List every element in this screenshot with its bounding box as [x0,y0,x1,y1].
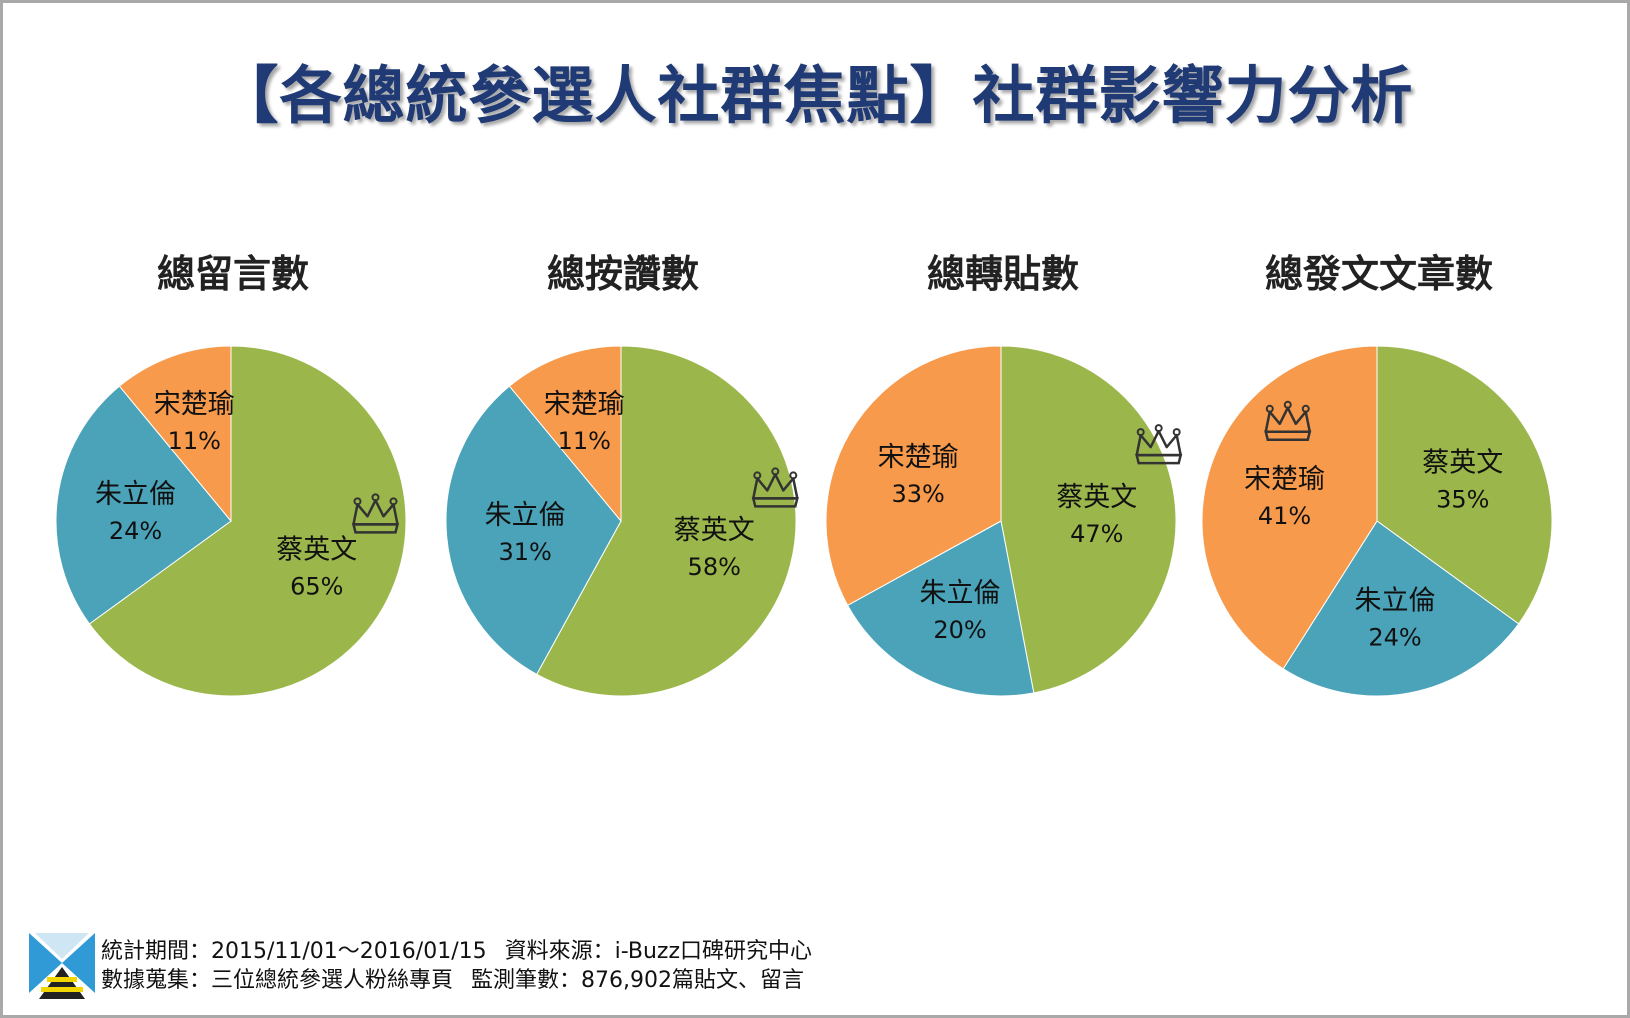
chart-title: 總留言數 [156,252,309,296]
slice-name-label: 朱立倫 [1355,586,1436,617]
pie-slice-soong [1201,345,1378,670]
slice-percent-label: 47% [1070,520,1123,548]
slice-percent-label: 11% [168,427,221,455]
pie-slice-soong [118,345,232,523]
footer-collection: 數據蒐集：三位總統參選人粉絲專頁 [101,968,454,993]
footer: 統計期間：2015/11/01～2016/01/15 資料來源：i-Buzz口碑研… [29,933,830,999]
slice-percent-label: 33% [891,480,944,508]
pie-svg: 蔡英文 35% 朱立倫 24% 宋楚瑜 41% [1201,345,1553,697]
pie-chart-shares: 總轉貼數 蔡英文 47% 朱立倫 20% 宋楚瑜 33% [813,243,1193,733]
slice-percent-label: 31% [499,538,552,566]
pie-svg: 蔡英文 65% 朱立倫 24% 宋楚瑜 11% [55,345,407,697]
slice-percent-label: 35% [1436,485,1489,513]
chart-title: 總發文文章數 [1264,252,1493,296]
slice-name-label: 朱立倫 [95,479,176,510]
slice-percent-label: 11% [558,427,611,455]
winner-crown-icon [751,467,799,508]
slice-name-label: 朱立倫 [920,578,1001,609]
slice-percent-label: 24% [1368,624,1421,652]
slice-percent-label: 58% [688,553,741,581]
slice-percent-label: 41% [1258,502,1311,530]
pie-chart-comments: 總留言數 蔡英文 65% 朱立倫 24% 宋楚瑜 11% [43,243,423,733]
pie-slice-tsai [536,345,797,697]
i-buzz-logo-icon [29,933,95,999]
pie-slice-soong [825,345,1002,606]
pie-chart-posts: 總發文文章數 蔡英文 35% 朱立倫 24% 宋楚瑜 41% [1189,243,1569,733]
pie-slice-soong [508,345,622,523]
slice-name-label: 宋楚瑜 [1244,464,1325,495]
slice-name-label: 蔡英文 [276,535,357,566]
pie-chart-likes: 總按讚數 蔡英文 58% 朱立倫 31% 宋楚瑜 11% [433,243,813,733]
pie-slice-tsai [1000,345,1177,694]
winner-crown-icon [351,493,400,534]
slice-percent-label: 65% [290,573,343,601]
pie-svg: 蔡英文 58% 朱立倫 31% 宋楚瑜 11% [445,345,799,697]
slice-name-label: 朱立倫 [485,500,566,531]
pie-slice-tsai [88,345,407,697]
slice-percent-label: 24% [109,517,162,545]
slice-percent-label: 20% [933,616,986,644]
footer-period: 統計期間：2015/11/01～2016/01/15 [101,939,487,964]
footer-count: 監測筆數：876,902篇貼文、留言 [471,968,804,993]
pie-slice-tsai [1376,345,1553,625]
slice-name-label: 宋楚瑜 [878,442,959,473]
winner-crown-icon [1264,400,1312,442]
footer-source: 資料來源：i-Buzz口碑研究中心 [504,939,813,964]
slice-name-label: 宋楚瑜 [544,389,625,420]
slice-name-label: 蔡英文 [1056,482,1137,513]
pie-svg: 蔡英文 47% 朱立倫 20% 宋楚瑜 33% [825,345,1183,697]
pie-slice-chu [445,385,622,676]
slice-name-label: 宋楚瑜 [154,389,235,420]
pie-slice-chu [846,520,1035,697]
chart-title: 總按讚數 [546,252,699,296]
page-title: 【各總統參選人社群焦點】社群影響力分析 [216,59,1414,132]
pie-slice-chu [1282,520,1520,697]
chart-title: 總轉貼數 [926,252,1079,296]
pie-slice-chu [55,385,232,625]
slice-name-label: 蔡英文 [1422,447,1503,478]
winner-crown-icon [1135,424,1183,465]
slice-name-label: 蔡英文 [674,515,755,546]
